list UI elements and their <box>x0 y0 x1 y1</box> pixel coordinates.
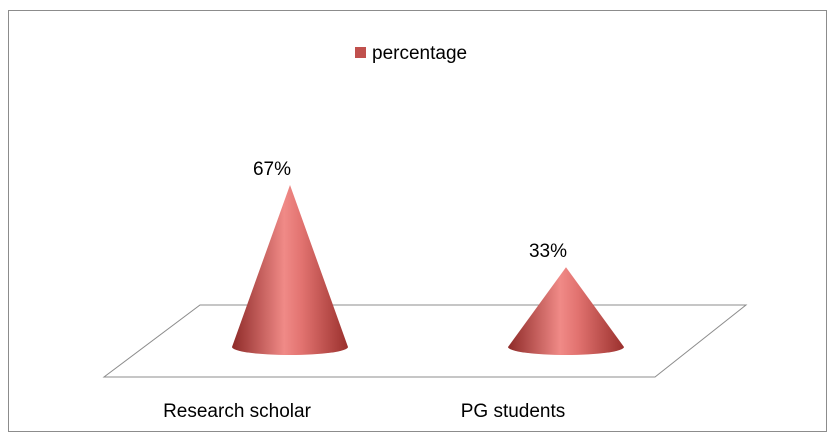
legend-swatch <box>355 47 366 58</box>
data-label: 67% <box>253 159 291 180</box>
x-tick-label: Research scholar <box>163 401 312 422</box>
x-tick-label: PG students <box>461 401 566 422</box>
data-label: 33% <box>529 241 567 262</box>
legend-label: percentage <box>372 43 467 64</box>
cone <box>508 267 624 355</box>
cone <box>232 185 348 355</box>
floor <box>102 304 748 378</box>
